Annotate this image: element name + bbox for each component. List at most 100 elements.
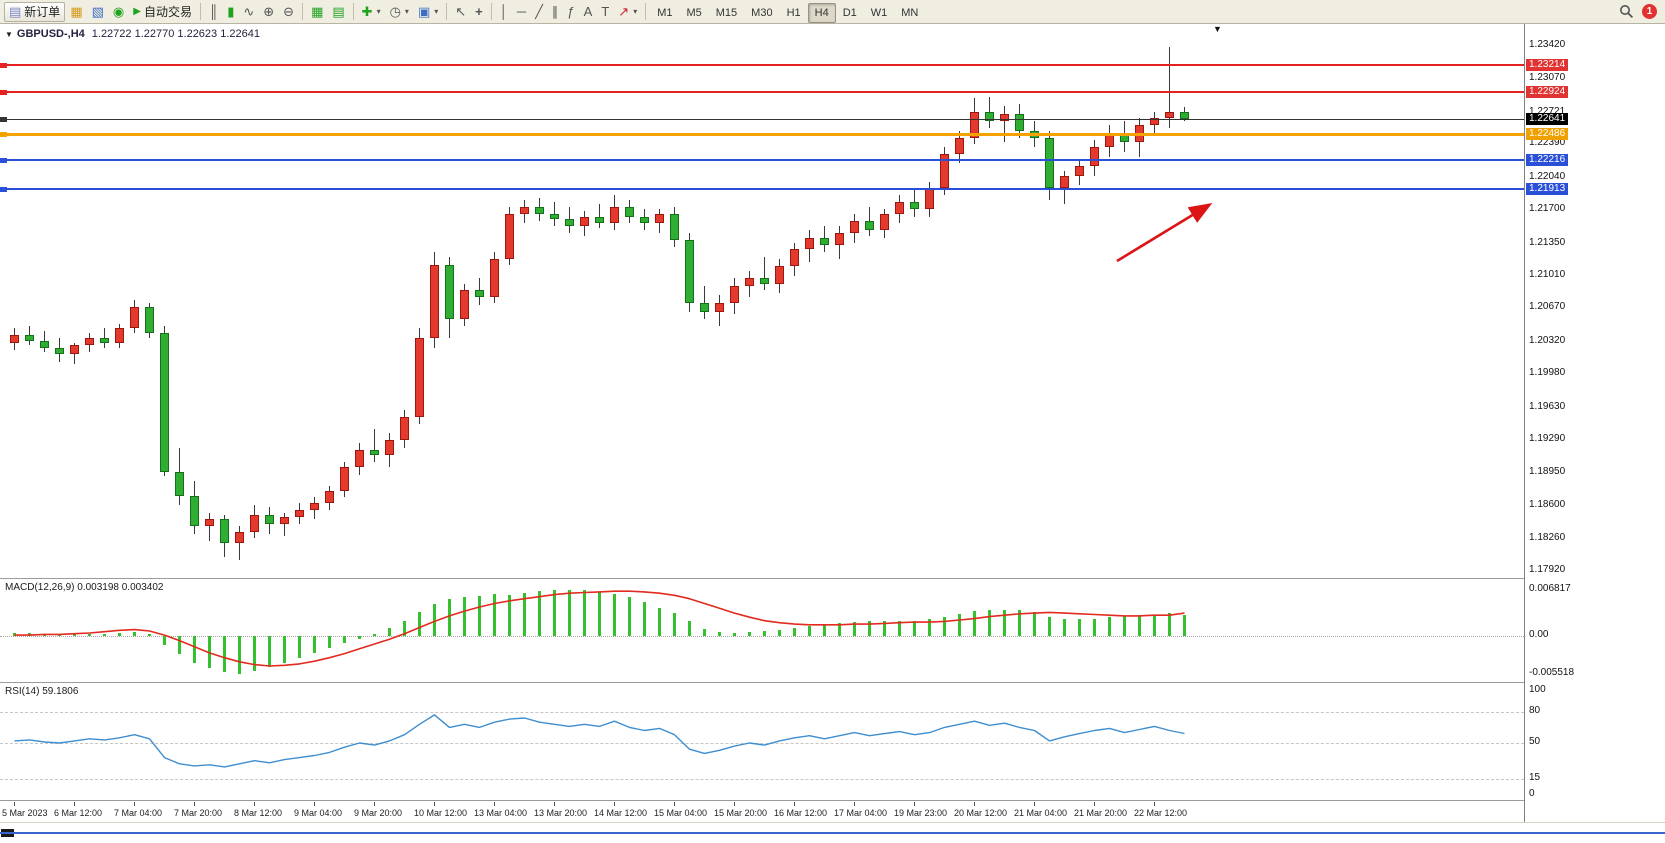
horizontal-line-tool-button[interactable]: ─ (513, 2, 530, 22)
price-axis-label: 1.23070 (1529, 72, 1566, 84)
timeframe-m5-button[interactable]: M5 (686, 6, 702, 19)
cascade-windows-button[interactable]: ▤ (328, 2, 348, 22)
candlestick (670, 213, 679, 240)
horizontal-scrollbar[interactable] (0, 822, 1665, 843)
macd-histogram-bar (748, 632, 751, 637)
macd-histogram-bar (403, 621, 406, 637)
macd-zero-line (0, 636, 1524, 638)
timeframe-m1-button[interactable]: M1 (657, 6, 673, 19)
tile-windows-button[interactable]: ▦ (307, 2, 327, 22)
horizontal-line-icon: ─ (516, 4, 527, 19)
chart-region: ▼ GBPUSD-,H4 1.22722 1.22770 1.22623 1.226… (0, 24, 1665, 843)
time-axis-label: 17 Mar 04:00 (834, 808, 888, 818)
main-chart-plot[interactable]: ▼ GBPUSD-,H4 1.22722 1.22770 1.22623 1.226… (0, 24, 1524, 578)
chart-shift-marker-icon[interactable]: ▼ (1213, 24, 1222, 34)
candlestick (415, 338, 424, 418)
time-axis-tick (974, 802, 975, 806)
timeframe-h4-button[interactable]: H4 (807, 2, 836, 23)
search-icon[interactable] (1619, 4, 1634, 19)
line-chart-icon: ∿ (243, 4, 255, 19)
zoom-out-icon: ⊖ (283, 4, 295, 19)
horizontal-level-line[interactable] (0, 158, 1524, 161)
bar-chart-mode-button[interactable]: ║ (205, 2, 222, 22)
notification-badge[interactable]: 1 (1642, 4, 1657, 19)
candlestick (835, 233, 844, 246)
text-tool-button[interactable]: A (580, 2, 597, 22)
macd-indicator-panel[interactable]: MACD(12,26,9) 0.003198 0.003402 (0, 578, 1524, 683)
candle-wick (104, 328, 105, 348)
line-chart-mode-button[interactable]: ∿ (239, 2, 258, 22)
macd-histogram-bar (178, 636, 181, 655)
candlestick (490, 258, 499, 297)
price-axis-label: 1.17920 (1529, 563, 1566, 575)
horizontal-level-line[interactable] (0, 119, 1524, 121)
label-tool-button[interactable]: T (597, 2, 613, 22)
tile-windows-icon: ▦ (311, 4, 324, 19)
vertical-line-tool-button[interactable]: │ (496, 2, 512, 22)
crosshair-tool-button[interactable]: + (471, 2, 487, 22)
time-axis[interactable]: 5 Mar 2023 6 Mar 12:00 7 Mar 04:00 7 Mar 20… (0, 800, 1524, 823)
candlestick (70, 344, 79, 355)
candle-wick (1169, 46, 1170, 129)
timeframe-d1-button[interactable]: D1 (842, 6, 857, 19)
autotrading-button[interactable]: ▶ 自动交易 (129, 2, 196, 22)
horizontal-level-line[interactable] (0, 133, 1524, 137)
timeframe-w1-button[interactable]: W1 (870, 6, 888, 19)
macd-histogram-bar (643, 602, 646, 637)
zoom-out-button[interactable]: ⊖ (279, 2, 298, 22)
horizontal-level-line[interactable] (0, 63, 1524, 66)
trendline-tool-button[interactable]: ╱ (531, 2, 547, 22)
new-chart-button[interactable]: ✚ ▾ (358, 2, 385, 22)
toolbar-separator (446, 3, 448, 20)
time-axis-label: 13 Mar 04:00 (474, 808, 528, 818)
timeframe-h1-button[interactable]: H1 (786, 6, 801, 19)
macd-histogram-bar (628, 597, 631, 637)
macd-histogram-bar (523, 593, 526, 637)
candlestick (565, 218, 574, 227)
candlestick (160, 333, 169, 472)
timeframe-m15-button[interactable]: M15 (715, 6, 738, 19)
candle-wick (284, 512, 285, 536)
timeframe-mn-button[interactable]: MN (901, 6, 919, 19)
timeframe-m30-button[interactable]: M30 (751, 6, 773, 19)
chart-collapse-icon[interactable]: ▼ (5, 30, 13, 39)
templates-button[interactable]: ▣ ▾ (414, 2, 442, 22)
macd-label: MACD(12,26,9) 0.003198 0.003402 (5, 582, 164, 593)
fibonacci-tool-button[interactable]: ƒ (563, 2, 578, 22)
macd-histogram-bar (613, 593, 616, 637)
zoom-in-button[interactable]: ⊕ (259, 2, 278, 22)
channel-tool-button[interactable]: ∥ (548, 2, 563, 22)
rsi-indicator-panel[interactable]: RSI(14) 59.1806 (0, 682, 1524, 801)
candlestick (55, 347, 64, 355)
time-axis-label: 15 Mar 20:00 (714, 808, 768, 818)
candlestick (355, 449, 364, 467)
periods-button[interactable]: ◷ ▾ (386, 2, 413, 22)
market-watch-button[interactable]: ▦ (66, 2, 86, 22)
time-axis-label: 8 Mar 12:00 (234, 808, 283, 818)
price-axis[interactable]: 1.23420 1.23070 1.22721 1.22390 1.22040 1.217… (1524, 24, 1665, 822)
candlestick (1045, 137, 1054, 189)
autotrading-label: 自动交易 (143, 5, 192, 19)
macd-histogram-bar (928, 619, 931, 637)
navigator-button[interactable]: ▧ (88, 2, 108, 22)
cursor-icon: ↖ (455, 4, 467, 19)
terminal-button[interactable]: ◉ (109, 2, 128, 22)
candle-chart-mode-button[interactable]: ▮ (223, 2, 238, 22)
cursor-tool-button[interactable]: ↖ (451, 2, 470, 22)
candlestick (1090, 147, 1099, 167)
price-axis-label: 1.19980 (1529, 367, 1566, 379)
rsi-axis-label: 15 (1529, 772, 1541, 784)
macd-histogram-bar (373, 633, 376, 637)
macd-histogram-bar (1033, 612, 1036, 637)
macd-histogram-bar (1153, 614, 1156, 637)
candlestick (115, 328, 124, 343)
candlestick (925, 188, 934, 210)
horizontal-level-line[interactable] (0, 187, 1524, 190)
trend-arrow-annotation[interactable] (1105, 189, 1235, 271)
candle-wick (764, 256, 765, 291)
macd-histogram-bar (808, 626, 811, 637)
arrows-tool-button[interactable]: ↗ ▾ (614, 2, 641, 22)
horizontal-level-line[interactable] (0, 91, 1524, 94)
new-order-button[interactable]: ▤ 新订单 (4, 1, 66, 22)
